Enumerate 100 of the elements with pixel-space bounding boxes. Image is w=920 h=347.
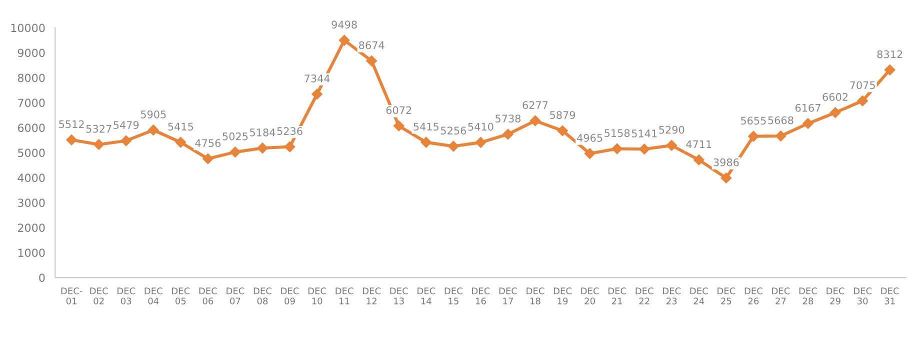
x-tick-label: DEC 09 [281,287,299,304]
data-label: 8312 [877,50,902,58]
data-label: 5290 [659,126,684,134]
data-label: 5184 [250,128,276,136]
x-tick-label: DEC 29 [826,287,844,304]
point [284,141,296,152]
point [475,137,486,148]
point [175,136,186,148]
data-label: 5879 [550,111,576,119]
x-tick-label: DEC 17 [499,287,517,304]
point [230,146,241,158]
x-tick-label: DEC 03 [118,287,136,304]
data-label: 6277 [522,101,548,110]
x-tick-label: DEC 02 [90,287,108,304]
data-label: 5158 [604,129,630,137]
y-tick-label: 10000 [11,24,45,32]
point [257,142,268,154]
point [448,140,459,152]
point [720,172,732,184]
data-label: 5905 [140,110,166,118]
y-tick-label: 5000 [18,148,45,158]
point [393,120,404,132]
data-label: 4711 [686,140,712,148]
point [666,140,678,151]
x-tick-label: DEC 14 [418,287,436,304]
point [557,125,568,136]
data-label: 4965 [577,134,602,142]
y-tick-label: 6000 [18,124,45,132]
data-label: 5668 [768,116,794,124]
y-tick-label: 3000 [18,198,45,208]
x-tick-label: DEC 12 [363,287,381,304]
point [693,154,704,166]
data-label: 5415 [414,122,438,131]
x-tick-label: DEC 07 [226,287,244,304]
y-tick-label: 7000 [18,98,45,108]
data-label: 5327 [86,124,112,133]
data-label: 5479 [114,121,139,129]
x-tick-label: DEC 25 [718,287,736,304]
data-label: 5025 [222,132,248,140]
x-tick-label: DEC 31 [881,287,899,304]
point [638,144,650,155]
x-tick-label: DEC 22 [636,287,654,304]
data-label: 5236 [277,127,302,136]
point [775,130,786,142]
x-tick-label: DEC 13 [390,287,408,304]
y-tick-label: 9000 [18,48,45,58]
point [202,153,214,164]
x-tick-label: DEC 23 [663,287,681,304]
data-label: 5141 [632,130,657,138]
data-label: 8674 [359,41,384,50]
data-label: 5410 [468,122,494,131]
point [802,118,814,129]
x-tick-label: DEC 28 [799,287,817,304]
y-tick-label: 2000 [18,224,45,232]
data-label: 3986 [714,158,739,166]
x-tick-label: DEC 05 [172,287,190,304]
data-label: 5738 [496,114,521,122]
data-label: 5512 [59,120,84,128]
x-tick-label: DEC 10 [308,287,326,304]
point [366,55,378,66]
x-tick-label: DEC 16 [472,287,490,304]
data-label: 7344 [304,74,330,82]
point [612,143,623,154]
x-tick-label: DEC 30 [854,287,872,304]
data-label: 5415 [168,122,194,131]
x-tick-label: DEC 19 [554,287,572,304]
data-label: 6072 [386,106,412,114]
y-tick-label: 4000 [18,174,45,182]
data-label: 6602 [822,93,848,101]
x-tick-label: DEC 26 [744,287,762,304]
x-tick-label: DEC 11 [336,287,354,304]
x-tick-label: DEC 21 [608,287,626,304]
y-tick-label: 0 [39,274,45,282]
point [120,135,132,146]
data-label: 5655 [741,116,766,125]
point [420,136,432,148]
point [148,124,159,136]
x-tick-label: DEC 27 [772,287,790,304]
x-tick-label: DEC 20 [581,287,599,304]
data-label: 5256 [440,126,466,135]
x-tick-label: DEC 04 [144,287,162,304]
data-label: 4756 [195,139,221,148]
y-tick-label: 1000 [18,248,45,257]
point [502,128,514,140]
x-tick-label: DEC 08 [254,287,272,304]
x-tick-label: DEC 18 [526,287,544,304]
point [584,148,596,159]
point [93,139,104,150]
x-tick-label: DEC 06 [199,287,217,304]
y-tick-label: 8000 [18,74,45,82]
point [66,134,77,146]
point [830,107,841,118]
data-label: 6167 [795,104,820,112]
point [338,34,350,46]
point [857,95,868,106]
point [312,88,322,100]
x-tick-label: DEC 24 [690,287,708,304]
data-label: 7075 [850,81,875,90]
x-tick-label: DEC 15 [444,287,462,304]
x-tick-label: DEC- 01 [61,287,82,304]
